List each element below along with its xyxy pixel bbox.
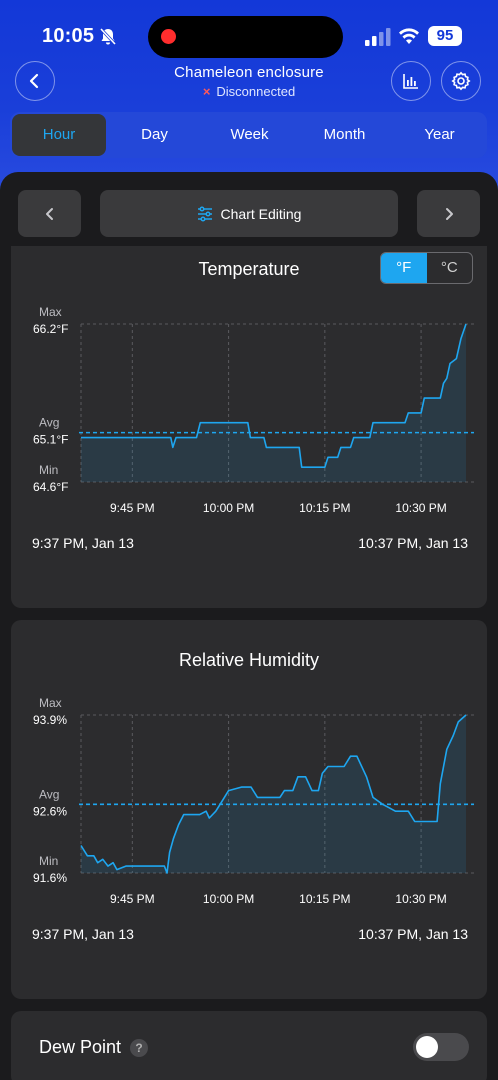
temperature-chart: Max 66.2°F Avg 65.1°F Min 64.6°F 9:45 PM 10:00 … bbox=[33, 305, 474, 515]
wifi-icon bbox=[399, 28, 419, 44]
celsius-option[interactable]: °C bbox=[440, 259, 458, 276]
humidity-avg-value: 92.6% bbox=[33, 804, 67, 818]
humidity-x-tick-label: 10:15 PM bbox=[299, 892, 350, 906]
temperature-min-label: Min bbox=[39, 463, 58, 477]
humidity-x-tick-label: 9:45 PM bbox=[110, 892, 155, 906]
connection-status: × Disconnected bbox=[0, 84, 498, 99]
dynamic-island bbox=[148, 16, 343, 58]
humidity-card: Relative Humidity Max 93.9% Avg 92.6% Min 91.… bbox=[11, 620, 487, 999]
unit-toggle: °F °C bbox=[380, 252, 473, 284]
humidity-avg-label: Avg bbox=[39, 787, 59, 801]
chevron-left-icon bbox=[29, 73, 39, 89]
fahrenheit-option[interactable]: °F bbox=[381, 253, 427, 283]
tab-hour[interactable]: Hour bbox=[12, 114, 106, 156]
temperature-x-tick-label: 10:15 PM bbox=[299, 501, 350, 515]
temperature-series-line bbox=[81, 323, 467, 468]
humidity-min-value: 91.6% bbox=[33, 871, 67, 885]
chart-navigation: Chart Editing bbox=[0, 190, 498, 238]
temperature-card: Temperature °F °C Max 66.2°F Avg 65.1°F Min 6… bbox=[11, 246, 487, 608]
toggle-knob bbox=[416, 1036, 438, 1058]
recording-indicator-icon bbox=[161, 29, 176, 44]
bar-chart-icon bbox=[403, 74, 418, 89]
humidity-start-time: 9:37 PM, Jan 13 bbox=[32, 926, 134, 942]
settings-button[interactable] bbox=[441, 61, 481, 101]
humidity-chart: Max 93.9% Avg 92.6% Min 91.6% 9:45 PM 10:00 PM 1… bbox=[33, 696, 474, 906]
temperature-area bbox=[81, 324, 466, 482]
dew-point-toggle[interactable] bbox=[413, 1033, 469, 1061]
temperature-max-label: Max bbox=[39, 305, 62, 319]
help-icon[interactable]: ? bbox=[130, 1039, 148, 1057]
humidity-title: Relative Humidity bbox=[178, 650, 320, 670]
status-time: 10:05 bbox=[42, 25, 95, 47]
tab-week[interactable]: Week bbox=[230, 126, 269, 143]
temperature-max-value: 66.2°F bbox=[33, 322, 68, 336]
temperature-x-tick-label: 9:45 PM bbox=[110, 501, 155, 515]
chart-editing-label: Chart Editing bbox=[220, 205, 302, 222]
tab-month[interactable]: Month bbox=[323, 126, 366, 143]
temperature-title: Temperature bbox=[198, 259, 300, 279]
gear-icon bbox=[451, 71, 471, 91]
humidity-area bbox=[81, 715, 466, 873]
chart-view-button[interactable] bbox=[391, 61, 431, 101]
temperature-start-time: 9:37 PM, Jan 13 bbox=[32, 535, 134, 551]
status-bar: 10:05 95 bbox=[0, 0, 498, 60]
chart-editing-button[interactable]: Chart Editing bbox=[100, 190, 398, 237]
temperature-avg-value: 65.1°F bbox=[33, 433, 68, 447]
humidity-max-value: 93.9% bbox=[33, 713, 67, 727]
bell-muted-icon bbox=[99, 27, 117, 46]
sliders-icon bbox=[197, 205, 212, 222]
humidity-x-tick-label: 10:30 PM bbox=[395, 892, 446, 906]
temperature-x-tick-label: 10:30 PM bbox=[395, 501, 446, 515]
connection-status-text: Disconnected bbox=[216, 84, 296, 99]
humidity-max-label: Max bbox=[39, 696, 62, 710]
next-period-button[interactable] bbox=[417, 190, 480, 237]
humidity-x-tick-label: 10:00 PM bbox=[203, 892, 254, 906]
chevron-right-icon bbox=[445, 207, 453, 220]
tab-day[interactable]: Day bbox=[141, 126, 168, 143]
time-range-tabs: Hour Day Week Month Year bbox=[10, 112, 487, 158]
tab-year[interactable]: Year bbox=[424, 126, 455, 143]
dew-point-card: Dew Point ? bbox=[11, 1011, 487, 1080]
temperature-avg-label: Avg bbox=[39, 416, 59, 430]
humidity-min-label: Min bbox=[39, 854, 58, 868]
previous-period-button[interactable] bbox=[18, 190, 81, 237]
temperature-end-time: 10:37 PM, Jan 13 bbox=[358, 535, 468, 551]
temperature-min-value: 64.6°F bbox=[33, 480, 68, 494]
humidity-end-time: 10:37 PM, Jan 13 bbox=[358, 926, 468, 942]
cellular-signal-icon bbox=[365, 28, 391, 46]
device-title: Chameleon enclosure bbox=[174, 64, 324, 81]
back-button[interactable] bbox=[15, 61, 55, 101]
dew-point-label: Dew Point bbox=[39, 1037, 122, 1057]
disconnected-x-icon: × bbox=[202, 84, 211, 99]
chevron-left-icon bbox=[45, 207, 53, 220]
humidity-series-line bbox=[80, 714, 467, 874]
temperature-x-tick-label: 10:00 PM bbox=[203, 501, 254, 515]
battery-indicator: 95 bbox=[428, 26, 462, 46]
